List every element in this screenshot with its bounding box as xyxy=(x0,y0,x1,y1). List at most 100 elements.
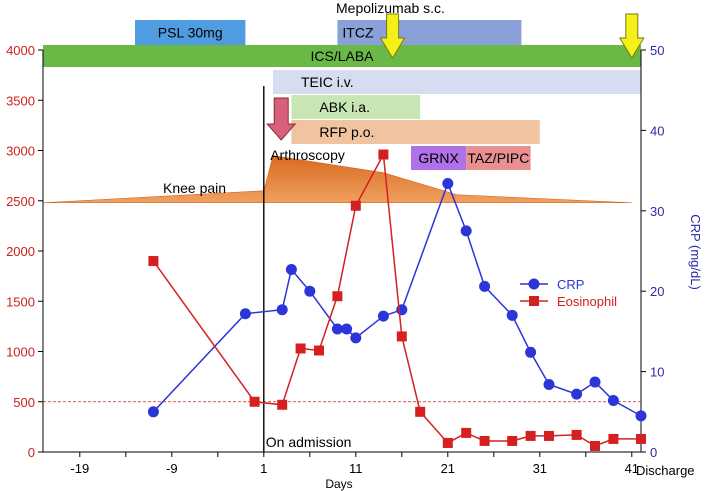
treatment-label-psl-30mg: PSL 30mg xyxy=(158,25,223,41)
series-crp-point xyxy=(285,263,297,275)
series-eosinophil-point xyxy=(249,396,260,407)
series-eosinophil-point xyxy=(396,331,407,342)
series-eosinophil-point xyxy=(378,149,389,160)
mepolizumab-label: Mepolizumab s.c. xyxy=(336,0,445,16)
series-crp-point xyxy=(506,309,518,321)
series-eosinophil-point xyxy=(415,406,426,417)
series-eosinophil-point xyxy=(442,437,453,448)
legend-crp-marker xyxy=(528,278,540,290)
mepolizumab-dose-arrows xyxy=(379,13,645,59)
left-tick-label: 2500 xyxy=(6,194,35,209)
treatment-bar-taz-pipc xyxy=(466,146,531,170)
treatment-bar-abk-i-a- xyxy=(291,95,421,119)
arthroscopy-arrow-shape xyxy=(266,97,297,141)
series-crp-point xyxy=(589,376,601,388)
treatment-bar-ics-laba xyxy=(43,45,641,67)
right-tick-label: 0 xyxy=(650,445,657,460)
left-tick-label: 500 xyxy=(13,395,35,410)
series-crp-point xyxy=(350,332,362,344)
series-eosinophil-point xyxy=(544,430,554,441)
series-crp-point xyxy=(147,406,159,418)
left-tick-label: 1500 xyxy=(6,294,35,309)
mepolizumab-arrow-icon xyxy=(379,13,406,59)
x-axis-end-label: Discharge xyxy=(636,463,695,478)
treatment-label-teic-i-v-: TEIC i.v. xyxy=(301,74,354,90)
series-crp-point xyxy=(543,378,555,390)
series-crp-point xyxy=(442,177,454,189)
treatment-label-abk-i-a-: ABK i.a. xyxy=(319,99,370,115)
arthroscopy-arrow-icon xyxy=(266,97,297,141)
legend: CRP Eosinophil xyxy=(520,277,617,309)
series-crp-point xyxy=(276,304,288,316)
series-eosinophil-point xyxy=(461,427,472,438)
x-tick-label: -9 xyxy=(166,461,178,476)
treatment-bar-psl-30mg xyxy=(135,20,246,45)
x-axis-ticks: -19 -9 1 11 21 31 41 xyxy=(70,452,639,476)
treatment-label-grnx: GRNX xyxy=(418,150,459,166)
series-crp-point xyxy=(377,310,389,322)
series-eosinophil-point xyxy=(590,440,600,451)
knee-pain-label: Knee pain xyxy=(163,180,226,196)
series-eosinophil-point xyxy=(148,256,159,267)
series-eosinophil-point xyxy=(525,430,536,441)
left-tick-label: 2000 xyxy=(6,244,35,259)
admission-label: On admission xyxy=(266,434,352,450)
left-tick-label: 0 xyxy=(28,445,35,460)
legend-eosinophil-marker xyxy=(529,296,539,306)
series-eosinophil-point xyxy=(277,399,288,410)
right-axis-title: CRP (mg/dL) xyxy=(688,214,703,290)
series-crp-point xyxy=(460,225,472,237)
treatment-bars: PSL 30mg ITCZ ICS/LABA TEIC i.v. ABK i.a. RFP… xyxy=(43,20,641,170)
x-tick-label: 21 xyxy=(441,461,455,476)
x-tick-label: 31 xyxy=(533,461,547,476)
series-eosinophil-point xyxy=(314,345,324,356)
data-series xyxy=(147,149,647,451)
legend-crp-label: CRP xyxy=(557,277,584,292)
right-tick-label: 10 xyxy=(650,365,664,380)
series-crp-point xyxy=(525,346,537,358)
series-eosinophil-point xyxy=(608,433,619,444)
x-axis-title: Days xyxy=(325,477,352,491)
series-crp-point xyxy=(571,388,583,400)
series-crp-point xyxy=(607,395,619,407)
left-tick-label: 3500 xyxy=(6,93,35,108)
series-eosinophil-point xyxy=(332,291,343,302)
series-crp-point xyxy=(396,304,408,316)
left-tick-label: 4000 xyxy=(6,43,35,58)
series-eosinophil-point xyxy=(479,435,490,446)
treatment-label-rfp-p-o-: RFP p.o. xyxy=(319,124,374,140)
x-tick-label: 41 xyxy=(625,461,639,476)
series-eosinophil-point xyxy=(507,435,518,446)
x-tick-label: 11 xyxy=(349,461,363,476)
x-tick-label: -19 xyxy=(70,461,89,476)
series-crp-point xyxy=(331,323,343,335)
series-eosinophil-point xyxy=(636,433,646,444)
right-axis-ticks: 0 10 20 30 40 50 xyxy=(641,43,664,460)
left-tick-label: 3000 xyxy=(6,144,35,159)
series-eosinophil-point xyxy=(571,429,582,440)
series-crp-point xyxy=(239,308,251,320)
treatment-label-ics-laba: ICS/LABA xyxy=(310,48,374,64)
right-tick-label: 50 xyxy=(650,43,664,58)
left-tick-label: 1000 xyxy=(6,345,35,360)
legend-eosinophil-label: Eosinophil xyxy=(557,294,617,309)
series-crp-point xyxy=(479,280,491,292)
treatment-label-taz-pipc: TAZ/PIPC xyxy=(467,150,529,166)
right-tick-label: 40 xyxy=(650,123,664,138)
treatment-bar-grnx xyxy=(411,146,467,170)
x-tick-label: 1 xyxy=(260,461,267,476)
series-crp-point xyxy=(635,410,647,422)
series-crp-point xyxy=(341,323,353,335)
mepolizumab-arrow-icon xyxy=(618,13,645,59)
treatment-bar-teic-i-v- xyxy=(273,70,641,94)
treatment-bar-rfp-p-o- xyxy=(291,120,540,144)
right-tick-label: 20 xyxy=(650,284,664,299)
series-eosinophil-point xyxy=(295,343,306,354)
right-tick-label: 30 xyxy=(650,204,664,219)
series-crp-point xyxy=(304,285,316,297)
left-axis-ticks: 0 500 1000 1500 2000 2500 3000 3500 4000 xyxy=(6,43,43,460)
arthroscopy-label: Arthroscopy xyxy=(270,147,345,163)
series-eosinophil-point xyxy=(350,200,361,211)
treatment-label-itcz: ITCZ xyxy=(342,25,374,41)
